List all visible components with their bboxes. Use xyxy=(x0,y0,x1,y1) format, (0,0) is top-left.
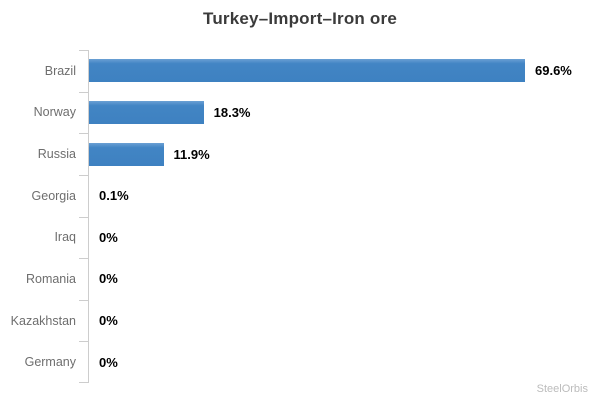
chart-title: Turkey–Import–Iron ore xyxy=(203,9,397,28)
value-label: 11.9% xyxy=(173,146,210,162)
axis-tick xyxy=(79,133,89,134)
bar-norway xyxy=(89,100,204,124)
watermark: SteelOrbis xyxy=(536,383,588,395)
plot-area: 69.6% 18.3% 11.9% 0.1% 0% 0% 0% 0% xyxy=(79,50,600,383)
category-label: Brazil xyxy=(44,63,76,78)
category-label: Germany xyxy=(24,355,76,370)
value-label: 69.6% xyxy=(535,63,572,79)
category-label: Iraq xyxy=(54,230,76,245)
value-label: 0% xyxy=(99,354,118,370)
value-label: 0% xyxy=(99,229,118,245)
category-label: Georgia xyxy=(31,188,76,203)
value-label: 18.3% xyxy=(213,104,251,120)
axis-tick xyxy=(79,217,89,218)
axis-tick xyxy=(79,175,89,176)
category-label: Kazakhstan xyxy=(10,313,76,328)
axis-tick xyxy=(79,300,89,301)
bar-row: 11.9% xyxy=(89,133,600,175)
bar-row: 69.6% xyxy=(89,50,600,92)
bar-row: 0% xyxy=(89,258,600,300)
axis-tick xyxy=(79,258,89,259)
value-label: 0% xyxy=(99,271,118,287)
axis-tick xyxy=(79,50,89,51)
category-label: Russia xyxy=(37,147,76,162)
bar-row: 0% xyxy=(89,341,600,383)
bar-russia xyxy=(89,142,164,166)
category-axis-labels: Brazil Norway Russia Georgia Iraq Romania Kaza… xyxy=(0,50,76,383)
category-label: Romania xyxy=(25,271,76,286)
bar-row: 0% xyxy=(89,300,600,342)
axis-tick xyxy=(79,92,89,93)
bar-row: 0% xyxy=(89,217,600,259)
bar-row: 0.1% xyxy=(89,175,600,217)
category-label: Norway xyxy=(33,105,76,120)
axis-tick xyxy=(79,341,89,342)
axis-tick xyxy=(79,382,89,383)
value-label: 0% xyxy=(99,313,118,329)
value-label: 0.1% xyxy=(99,188,129,204)
bar-row: 18.3% xyxy=(89,92,600,134)
bar-brazil xyxy=(89,59,525,83)
